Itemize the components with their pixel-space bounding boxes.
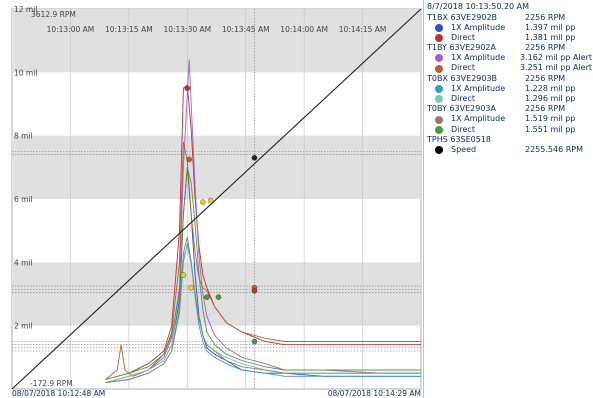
legend-group-name: T1BY 63VE2902A xyxy=(427,43,496,53)
cursor-legend-panel: 8/7/2018 10:13:50.20 AM T1BX 63VE2902B 22… xyxy=(423,0,593,398)
time-tick-label: 10:14:15 AM xyxy=(339,25,387,34)
legend-row[interactable]: Direct 1.296 mil pp xyxy=(427,94,592,104)
cursor-point-marker[interactable] xyxy=(215,294,222,300)
cursor-timestamp: 8/7/2018 10:13:50.20 AM xyxy=(427,2,530,11)
cursor-point-marker[interactable] xyxy=(251,288,258,294)
y-tick-label: 8 mil xyxy=(14,132,33,141)
speed-max-label: 3612.9 RPM xyxy=(31,10,76,19)
legend-row-value: 3.251 mil pp Alert xyxy=(520,63,592,73)
legend-color-dot xyxy=(435,115,443,124)
legend-group-value: 2256 RPM xyxy=(525,104,566,114)
legend-row-label: Speed xyxy=(451,145,477,155)
legend-row[interactable]: 1X Amplitude 1.397 mil pp xyxy=(427,23,592,33)
legend-row[interactable]: 1X Amplitude 1.519 mil pp xyxy=(427,114,592,124)
legend-row[interactable]: Speed 2255.546 RPM xyxy=(427,145,592,155)
legend-group-name: TPHS 63SE0518 xyxy=(427,134,492,144)
legend-row-label: Direct xyxy=(451,63,475,73)
cursor-point-marker[interactable] xyxy=(251,338,258,345)
y-tick-label: 2 mil xyxy=(14,322,33,331)
cursor-point-marker[interactable] xyxy=(184,85,191,91)
legend-color-dot xyxy=(435,146,443,155)
legend-color-dot xyxy=(435,54,443,63)
cursor-point-marker[interactable] xyxy=(207,197,214,204)
legend-row[interactable]: Direct 1.381 mil pp xyxy=(427,33,592,43)
legend-color-dot xyxy=(435,84,443,93)
x-end-label: 08/07/2018 10:14:29 AM xyxy=(328,389,421,398)
legend-row-label: 1X Amplitude xyxy=(451,114,506,124)
cursor-point-marker[interactable] xyxy=(180,272,187,278)
legend-row-value: 2255.546 RPM xyxy=(525,145,583,155)
legend-row-value: 1.551 mil pp xyxy=(525,124,576,134)
legend-color-dot xyxy=(435,23,443,32)
legend-group: TPHS 63SE0518 Speed 2255.546 RPM xyxy=(427,135,592,155)
series-line[interactable] xyxy=(11,8,422,390)
legend-group-value: 2256 RPM xyxy=(525,73,566,83)
legend-color-dot xyxy=(435,33,443,42)
legend-group: T0BY 63VE2903A 2256 RPM 1X Amplitude 1.519 … xyxy=(427,104,592,135)
y-tick-label: 12 mil xyxy=(14,5,37,14)
legend-row-value: 3.162 mil pp Alert xyxy=(520,53,592,63)
series-line[interactable] xyxy=(105,84,422,380)
legend-row-label: 1X Amplitude xyxy=(451,53,506,63)
legend-row-label: Direct xyxy=(451,94,475,104)
series-line[interactable] xyxy=(105,167,422,380)
legend-row-value: 1.228 mil pp xyxy=(525,83,576,93)
cursor-point-marker[interactable] xyxy=(186,156,193,163)
y-tick-label: 4 mil xyxy=(14,258,33,267)
legend-color-dot xyxy=(435,95,443,104)
legend-row-value: 1.381 mil pp xyxy=(525,32,576,42)
y-tick-label: 10 mil xyxy=(14,68,37,77)
time-tick-label: 10:13:00 AM xyxy=(47,25,95,34)
cursor-point-marker[interactable] xyxy=(200,199,206,205)
shaded-band xyxy=(12,262,421,326)
time-tick-label: 10:13:45 AM xyxy=(222,25,270,34)
legend-row-value: 1.397 mil pp xyxy=(525,22,576,32)
legend-group: T0BX 63VE2903B 2256 RPM 1X Amplitude 1.228 … xyxy=(427,74,592,105)
time-tick-label: 10:13:15 AM xyxy=(105,25,153,34)
legend-group: T1BX 63VE2902B 2256 RPM 1X Amplitude 1.397 … xyxy=(427,13,592,44)
speed-min-label: -172.9 RPM xyxy=(30,379,73,388)
legend-color-dot xyxy=(435,64,443,73)
legend-row[interactable]: 1X Amplitude 1.228 mil pp xyxy=(427,84,592,94)
legend-group-value: 2256 RPM xyxy=(525,12,566,22)
legend-group-name: T0BX 63VE2903B xyxy=(427,73,498,83)
x-start-label: 08/07/2018 10:12:48 AM xyxy=(12,389,105,398)
time-tick-label: 10:13:30 AM xyxy=(163,25,211,34)
y-tick-label: 6 mil xyxy=(14,195,33,204)
legend-group-name: T1BX 63VE2902B xyxy=(427,12,498,22)
cursor-point-marker[interactable] xyxy=(251,155,258,161)
legend-row[interactable]: 1X Amplitude 3.162 mil pp Alert xyxy=(427,53,592,63)
legend-color-dot xyxy=(435,125,443,134)
legend-row-label: Direct xyxy=(451,124,475,134)
legend-group-value: 2256 RPM xyxy=(525,43,566,53)
legend-row-label: 1X Amplitude xyxy=(451,83,506,93)
series-line[interactable] xyxy=(105,59,422,384)
legend-row-label: 1X Amplitude xyxy=(451,22,506,32)
shaded-band xyxy=(12,135,421,199)
legend-row[interactable]: Direct 1.551 mil pp xyxy=(427,125,592,135)
legend-group-name: T0BY 63VE2903A xyxy=(427,104,496,114)
legend-row-value: 1.519 mil pp xyxy=(525,114,576,124)
series-line[interactable] xyxy=(105,236,422,384)
time-tick-label: 10:14:00 AM xyxy=(280,25,328,34)
legend-row[interactable]: Direct 3.251 mil pp Alert xyxy=(427,63,592,73)
legend-row-value: 1.296 mil pp xyxy=(525,94,576,104)
legend-group: T1BY 63VE2902A 2256 RPM 1X Amplitude 3.162 … xyxy=(427,43,592,74)
shaded-band xyxy=(12,9,421,73)
cursor-point-marker[interactable] xyxy=(203,294,210,300)
legend-row-label: Direct xyxy=(451,32,475,42)
cursor-point-marker[interactable] xyxy=(188,284,194,291)
